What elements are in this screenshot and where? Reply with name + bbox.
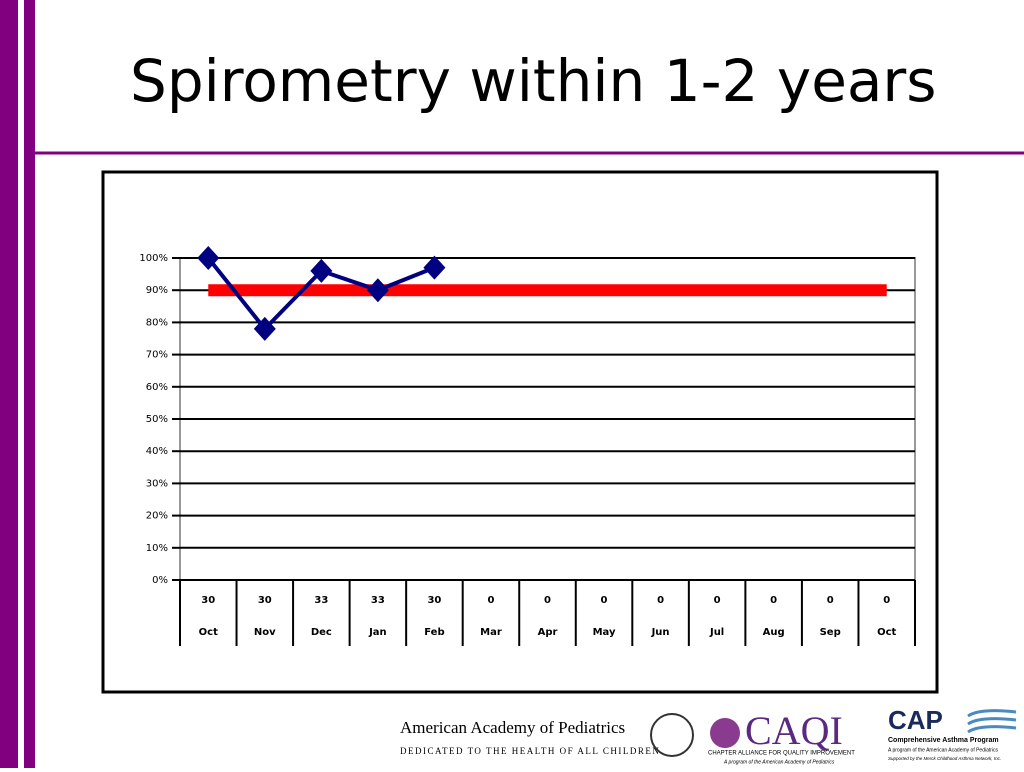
data-point bbox=[366, 278, 389, 303]
aap-seal bbox=[650, 713, 694, 757]
n-label: 0 bbox=[544, 595, 551, 606]
aap-tagline: DEDICATED TO THE HEALTH OF ALL CHILDREN bbox=[400, 746, 660, 756]
x-tick-label: Jan bbox=[368, 627, 387, 638]
n-label: 0 bbox=[487, 595, 494, 606]
n-label: 30 bbox=[258, 595, 272, 606]
x-tick-label: May bbox=[593, 627, 616, 638]
x-tick-label: Dec bbox=[311, 627, 332, 638]
side-bar bbox=[24, 0, 35, 768]
caqi-note: A program of the American Academy of Ped… bbox=[723, 759, 835, 765]
y-tick-label: 100% bbox=[139, 253, 168, 264]
y-tick-label: 10% bbox=[146, 543, 168, 554]
n-label: 33 bbox=[314, 595, 328, 606]
x-tick-label: Feb bbox=[424, 627, 444, 638]
y-tick-label: 70% bbox=[146, 350, 168, 361]
x-tick-label: Oct bbox=[877, 627, 896, 638]
y-tick-label: 60% bbox=[146, 382, 168, 393]
n-label: 30 bbox=[427, 595, 441, 606]
n-label: 0 bbox=[714, 595, 721, 606]
x-tick-label: Nov bbox=[254, 627, 276, 638]
aap-name: American Academy of Pediatrics bbox=[400, 718, 625, 737]
slide-title: Spirometry within 1-2 years bbox=[130, 47, 936, 115]
n-label: 0 bbox=[601, 595, 608, 606]
cap-sub: Comprehensive Asthma Program bbox=[888, 737, 999, 744]
footer: American Academy of Pediatrics DEDICATED… bbox=[400, 705, 1017, 765]
data-point bbox=[310, 258, 333, 283]
n-label: 0 bbox=[657, 595, 664, 606]
n-label: 0 bbox=[883, 595, 890, 606]
x-tick-label: Oct bbox=[199, 627, 218, 638]
caqi-sub: CHAPTER ALLIANCE FOR QUALITY IMPROVEMENT bbox=[708, 751, 855, 757]
cap-waves bbox=[967, 709, 1017, 734]
x-tick-label: Sep bbox=[820, 627, 841, 638]
chart-frame bbox=[101, 170, 939, 694]
n-label: 33 bbox=[371, 595, 385, 606]
y-tick-label: 50% bbox=[146, 414, 168, 425]
data-point bbox=[423, 255, 446, 280]
data-point bbox=[197, 246, 220, 270]
caqi-mark bbox=[710, 718, 740, 748]
n-label: 0 bbox=[827, 595, 834, 606]
cap-note: A program of the American Academy of Ped… bbox=[888, 747, 999, 753]
x-tick-label: Aug bbox=[763, 627, 785, 638]
y-tick-label: 30% bbox=[146, 478, 168, 489]
x-tick-label: Apr bbox=[538, 627, 558, 638]
y-tick-label: 0% bbox=[152, 575, 168, 586]
y-tick-label: 80% bbox=[146, 317, 168, 328]
caqi-logo: CAQI bbox=[745, 708, 843, 753]
x-tick-label: Jun bbox=[651, 627, 670, 638]
cap-support: Supported by the Merck Childhood Asthma … bbox=[888, 756, 1001, 761]
y-tick-label: 20% bbox=[146, 511, 168, 522]
y-tick-label: 90% bbox=[146, 285, 168, 296]
y-tick-label: 40% bbox=[146, 446, 168, 457]
x-tick-label: Mar bbox=[480, 627, 502, 638]
cap-logo: CAP bbox=[888, 705, 943, 735]
side-bar bbox=[0, 0, 18, 768]
x-tick-label: Jul bbox=[709, 627, 724, 638]
n-label: 30 bbox=[201, 595, 215, 606]
data-point bbox=[253, 316, 276, 341]
n-label: 0 bbox=[770, 595, 777, 606]
